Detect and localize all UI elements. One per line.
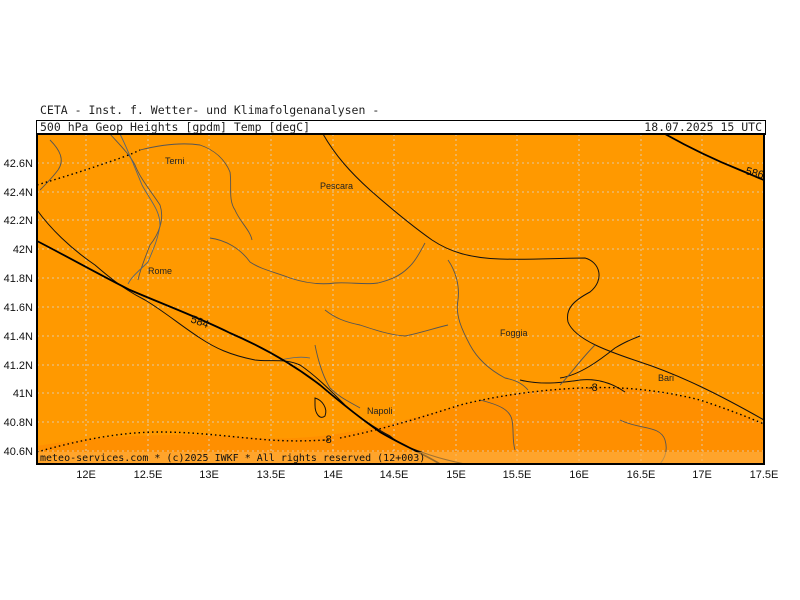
region-borders [39,133,667,465]
isotherm-north [36,149,141,186]
river [119,133,161,285]
lon-tick-label: 15E [446,469,466,481]
institute-title: CETA - Inst. f. Wetter- und Klimafolgena… [40,103,380,117]
lon-tick-label: 13.5E [257,469,286,481]
lat-tick-label: 40.8N [4,417,33,429]
city-label-napoli: Napoli [367,406,393,416]
parameter-title: 500_hPa_Geop_Heights_[gpdm]_Temp_[degC] [40,120,311,134]
grid-lines [37,134,764,464]
lat-tick-label: 41N [13,388,33,400]
contour-586 [664,133,765,181]
lat-tick-label: 40.6N [4,446,33,458]
contour-584 [36,240,441,465]
lat-tick-label: 42.2N [4,215,33,227]
lon-tick-label: 16.5E [627,469,656,481]
isotherm-minus8-west [36,431,331,453]
latitude-axis: 42.6N 42.4N 42.2N 42N 41.8N 41.6N 41.4N … [4,158,33,458]
isotherm-label-west: -8 [322,434,332,446]
contour-label-584: 584 [189,314,210,332]
lat-tick-label: 41.8N [4,273,33,285]
lat-tick-label: 41.2N [4,360,33,372]
map-frame [36,133,765,465]
lon-tick-label: 17E [692,469,712,481]
city-label-foggia: Foggia [500,328,528,338]
lon-tick-label: 14.5E [380,469,409,481]
city-label-pescara: Pescara [320,181,353,191]
lon-tick-label: 17.5E [750,469,779,481]
lon-tick-label: 16E [569,469,589,481]
lon-tick-label: 13E [199,469,219,481]
lat-tick-label: 42.4N [4,187,33,199]
copyright-footer: meteo-services.com * (c)2025 IWKF * All … [40,453,426,464]
lon-tick-label: 12.5E [134,469,163,481]
city-label-bari: Bari [658,373,674,383]
longitude-axis: 12E 12.5E 13E 13.5E 14E 14.5E 15E 15.5E … [76,469,778,481]
valid-time: 18.07.2025 15 UTC [644,120,762,134]
city-label-rome: Rome [148,266,172,276]
isotherm-label-east: -8 [588,382,598,394]
lat-tick-label: 41.6N [4,302,33,314]
header-bar [36,120,766,135]
lat-tick-label: 42N [13,244,33,256]
warmer-temperature-zone [37,387,764,464]
lat-tick-label: 41.4N [4,331,33,343]
isotherm-minus8-east [339,386,765,439]
lat-tick-label: 42.6N [4,158,33,170]
lon-tick-label: 12E [76,469,96,481]
lon-tick-label: 15.5E [503,469,532,481]
contour-label-586: 586 [744,165,765,181]
lon-tick-label: 14E [323,469,343,481]
footer-strip [37,452,764,464]
city-label-terni: Terni [165,156,185,166]
